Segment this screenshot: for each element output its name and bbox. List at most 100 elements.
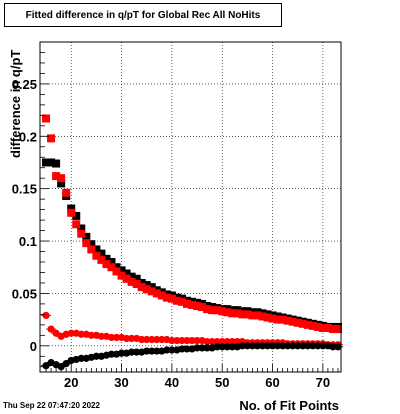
data-point bbox=[273, 315, 282, 324]
data-point bbox=[253, 311, 262, 320]
y-tick-label: 0.05 bbox=[12, 286, 37, 301]
data-point bbox=[42, 158, 51, 167]
data-point bbox=[328, 325, 337, 334]
data-point bbox=[47, 158, 56, 167]
series-3 bbox=[41, 342, 343, 371]
data-point bbox=[298, 319, 307, 328]
data-point bbox=[62, 188, 71, 197]
data-point bbox=[182, 299, 191, 308]
data-point bbox=[77, 224, 86, 233]
data-point bbox=[52, 159, 61, 168]
data-point bbox=[258, 312, 267, 321]
series-1 bbox=[42, 114, 342, 334]
data-point bbox=[152, 289, 161, 298]
x-axis-label: No. of Fit Points bbox=[239, 398, 339, 413]
y-tick-label: 0.2 bbox=[19, 129, 37, 144]
data-point bbox=[323, 324, 332, 332]
data-point bbox=[147, 287, 156, 296]
data-point bbox=[268, 314, 277, 323]
data-point bbox=[77, 229, 86, 238]
data-point bbox=[333, 325, 342, 334]
data-point bbox=[223, 308, 232, 317]
data-point bbox=[132, 280, 141, 288]
y-tick-label: 0.15 bbox=[12, 182, 37, 197]
plot-frame bbox=[39, 41, 342, 373]
x-tick-label: 60 bbox=[265, 375, 279, 390]
y-tick-label: 0.25 bbox=[12, 77, 37, 92]
data-point bbox=[193, 302, 202, 310]
data-point bbox=[117, 271, 126, 280]
data-point bbox=[112, 267, 121, 276]
timestamp: Thu Sep 22 07:47:20 2022 bbox=[3, 401, 100, 410]
data-point bbox=[137, 283, 146, 292]
y-tick-label: 0 bbox=[30, 339, 37, 354]
data-point bbox=[47, 134, 56, 143]
data-point bbox=[147, 283, 156, 292]
x-tick-label: 40 bbox=[165, 375, 179, 390]
data-point bbox=[293, 318, 302, 327]
data-point bbox=[263, 313, 272, 322]
data-point bbox=[67, 204, 76, 213]
data-point bbox=[122, 274, 131, 283]
data-point bbox=[177, 297, 186, 306]
data-point bbox=[122, 269, 131, 278]
data-point bbox=[87, 240, 96, 249]
data-point bbox=[57, 174, 66, 183]
data-point bbox=[72, 220, 81, 229]
data-point bbox=[92, 245, 101, 254]
data-point bbox=[172, 296, 181, 305]
data-point bbox=[82, 239, 91, 248]
data-point bbox=[303, 320, 312, 329]
data-point bbox=[288, 317, 297, 326]
x-tick-label: 30 bbox=[114, 375, 128, 390]
data-point bbox=[102, 254, 111, 263]
data-point bbox=[112, 263, 121, 272]
data-point bbox=[72, 211, 81, 220]
y-axis-label: difference in q/pT bbox=[8, 50, 23, 158]
data-point bbox=[228, 309, 237, 318]
data-point bbox=[42, 114, 51, 123]
data-point bbox=[198, 303, 207, 312]
data-point bbox=[142, 285, 151, 294]
data-point bbox=[127, 277, 136, 286]
data-point bbox=[67, 208, 76, 217]
data-point bbox=[203, 305, 212, 314]
data-point bbox=[92, 251, 101, 260]
data-point bbox=[157, 291, 166, 300]
data-point bbox=[167, 294, 176, 303]
data-point bbox=[87, 245, 96, 254]
data-point bbox=[162, 293, 171, 302]
data-point bbox=[107, 263, 116, 272]
x-tick-label: 50 bbox=[215, 375, 229, 390]
data-point bbox=[248, 311, 257, 320]
y-tick-label: 0.1 bbox=[19, 234, 37, 249]
data-point bbox=[213, 306, 222, 315]
data-point bbox=[117, 266, 126, 275]
data-point bbox=[218, 307, 227, 316]
data-point bbox=[82, 232, 91, 241]
data-point bbox=[97, 249, 106, 258]
data-point bbox=[188, 300, 197, 309]
chart-title-box: Fitted difference in q/pT for Global Rec… bbox=[4, 3, 282, 27]
chart-title: Fitted difference in q/pT for Global Rec… bbox=[25, 9, 261, 21]
x-tick-label: 70 bbox=[316, 375, 330, 390]
data-point bbox=[132, 274, 141, 283]
data-point bbox=[127, 272, 136, 281]
data-point bbox=[137, 278, 146, 287]
data-point bbox=[97, 255, 106, 264]
data-point bbox=[308, 321, 317, 330]
data-point bbox=[142, 281, 151, 290]
data-point bbox=[208, 306, 217, 315]
data-point bbox=[238, 310, 247, 319]
data-markers bbox=[41, 114, 343, 371]
data-point bbox=[283, 316, 292, 325]
axis-ticks: 20 30 40 50 60 70 0 0.05 0.1 0.15 0.2 0.25 bbox=[12, 52, 339, 390]
data-point bbox=[233, 309, 242, 318]
data-point bbox=[278, 315, 287, 324]
data-point bbox=[318, 324, 327, 332]
data-point bbox=[243, 310, 252, 319]
x-tick-label: 20 bbox=[64, 375, 78, 390]
data-point bbox=[57, 179, 66, 188]
data-point bbox=[107, 258, 116, 266]
